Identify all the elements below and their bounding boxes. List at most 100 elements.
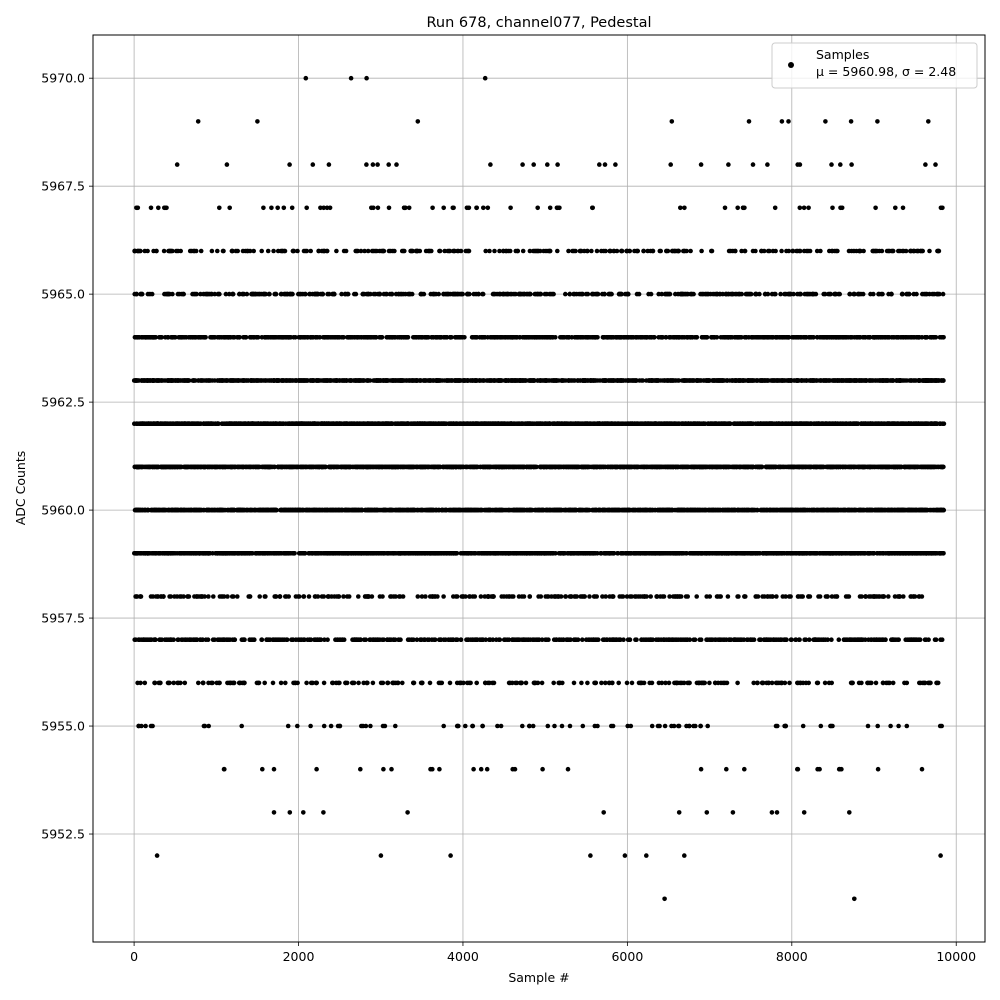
data-point: [586, 637, 591, 642]
data-point: [450, 507, 456, 513]
data-point: [782, 680, 788, 686]
data-point: [191, 507, 196, 513]
data-point: [602, 507, 608, 513]
data-point: [582, 551, 588, 556]
data-point: [283, 551, 289, 556]
data-point: [560, 680, 565, 686]
data-point: [530, 723, 536, 729]
data-point: [648, 637, 654, 642]
data-point: [563, 594, 569, 599]
data-point: [327, 551, 332, 556]
data-point: [810, 551, 816, 556]
data-point: [863, 637, 868, 642]
data-point: [483, 637, 489, 642]
data-point: [880, 594, 886, 599]
data-point: [764, 680, 769, 686]
data-point: [735, 680, 740, 686]
data-point: [279, 507, 284, 513]
data-point: [178, 507, 184, 513]
data-point: [906, 551, 912, 556]
data-point: [289, 507, 295, 513]
data-point: [337, 551, 342, 556]
data-point: [400, 680, 405, 686]
data-point: [903, 637, 908, 642]
data-point: [202, 723, 208, 729]
data-point: [162, 637, 168, 642]
data-point: [485, 551, 490, 556]
data-point: [307, 637, 313, 642]
data-point: [625, 723, 630, 729]
data-point: [215, 551, 221, 556]
data-point: [241, 680, 247, 686]
data-point: [400, 594, 406, 599]
data-point: [492, 551, 498, 556]
data-point: [727, 637, 733, 642]
data-point: [872, 637, 877, 642]
data-point: [561, 637, 566, 642]
data-point: [454, 594, 460, 599]
data-point: [262, 507, 267, 513]
data-point: [429, 637, 435, 642]
data-point: [696, 680, 701, 686]
data-point: [759, 507, 765, 513]
data-point: [283, 594, 288, 599]
data-point: [556, 551, 562, 556]
data-point: [317, 637, 322, 642]
data-point: [321, 551, 326, 556]
data-point: [467, 507, 472, 513]
data-point: [313, 551, 319, 556]
data-point: [647, 507, 653, 513]
data-point: [217, 594, 223, 599]
data-point: [486, 594, 491, 599]
data-point: [341, 594, 346, 599]
data-point: [641, 680, 647, 686]
data-point: [510, 507, 516, 513]
data-point: [484, 507, 489, 513]
data-point: [658, 637, 664, 642]
data-point: [760, 680, 766, 686]
data-point: [169, 507, 174, 513]
data-point: [205, 551, 210, 556]
data-point: [382, 551, 388, 556]
data-point: [337, 723, 343, 729]
data-point: [595, 551, 600, 556]
data-point: [358, 766, 363, 772]
data-point: [397, 551, 403, 556]
data-point: [258, 551, 263, 556]
data-point: [902, 680, 907, 686]
data-point: [551, 680, 556, 686]
data-point: [636, 594, 641, 599]
data-point: [788, 637, 794, 642]
data-point: [787, 680, 792, 686]
data-point: [145, 551, 150, 556]
data-point: [534, 637, 540, 642]
data-point: [391, 551, 396, 556]
data-point: [572, 637, 578, 642]
data-point: [334, 594, 340, 599]
data-point: [454, 680, 460, 686]
data-point: [886, 551, 891, 556]
data-point: [662, 723, 668, 729]
data-point: [273, 551, 278, 556]
data-point: [206, 594, 211, 599]
data-point: [427, 680, 433, 686]
data-point: [549, 594, 554, 599]
data-point: [783, 723, 788, 729]
data-point: [760, 551, 765, 556]
data-point: [242, 507, 247, 513]
data-point: [579, 680, 584, 686]
data-point: [731, 551, 737, 556]
data-point: [859, 637, 864, 642]
data-point: [374, 507, 380, 513]
data-point: [225, 594, 230, 599]
data-point: [556, 594, 561, 599]
data-point: [272, 507, 277, 513]
data-point: [302, 551, 308, 556]
data-point: [537, 551, 542, 556]
data-point: [264, 551, 270, 556]
data-point: [876, 594, 881, 599]
data-point: [775, 723, 780, 729]
data-point: [779, 680, 784, 686]
data-point: [536, 594, 541, 599]
data-point: [817, 594, 823, 599]
